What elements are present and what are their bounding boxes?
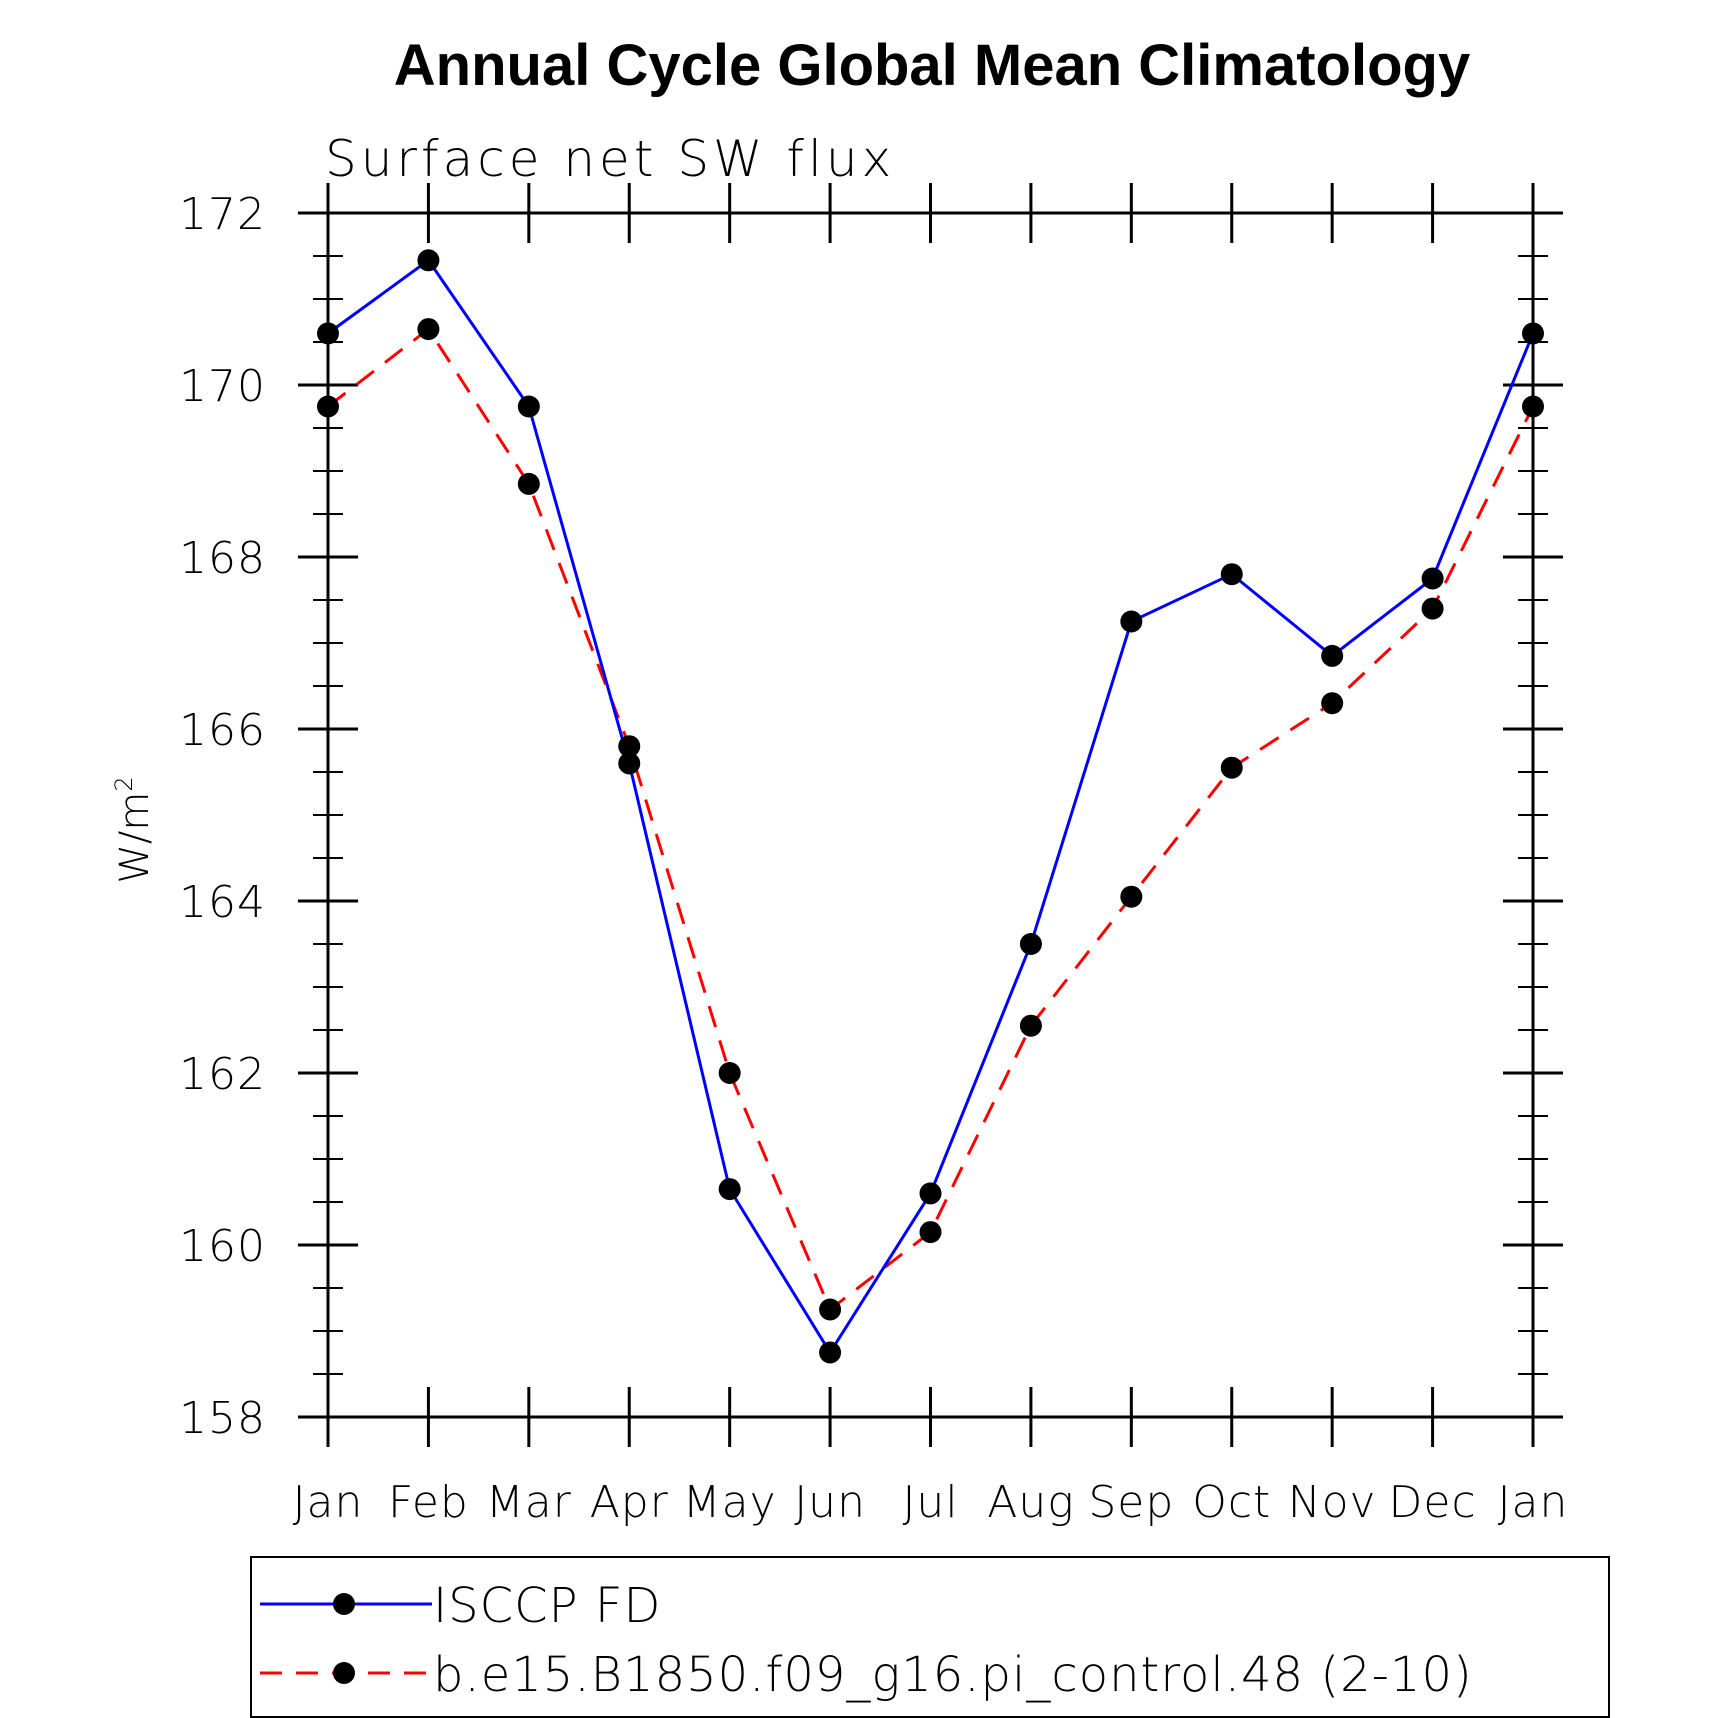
data-point (1120, 885, 1143, 908)
y-tick-label: 170 (179, 361, 266, 412)
x-tick-label: Sep (1088, 1477, 1174, 1528)
data-point (618, 752, 641, 775)
x-tick-label: Jan (1498, 1477, 1569, 1528)
data-point (1120, 610, 1143, 633)
x-tick-label: Nov (1288, 1477, 1377, 1528)
x-tick-label: Jun (794, 1477, 866, 1528)
legend-label-model: b.e15.B1850.f09_g16.pi_control.48 (2-10) (433, 1647, 1473, 1703)
x-tick-label: Oct (1192, 1477, 1271, 1528)
y-tick-label: 168 (179, 533, 266, 584)
data-point (417, 318, 440, 341)
data-point (618, 735, 641, 758)
data-point (718, 1178, 741, 1201)
data-point (1321, 692, 1344, 715)
x-tick-label: May (683, 1477, 777, 1528)
x-tick-label: Mar (486, 1477, 572, 1528)
x-tick-label: Jul (902, 1477, 958, 1528)
data-point (517, 395, 540, 418)
plot-frame (326, 211, 1535, 1419)
data-point (919, 1182, 942, 1205)
y-tick-label: 166 (179, 705, 266, 756)
chart-subtitle: Surface net SW flux (325, 130, 895, 188)
data-point (517, 472, 540, 495)
data-point (1220, 563, 1243, 586)
legend-box (250, 1556, 1610, 1718)
x-tick-label: Dec (1389, 1477, 1477, 1528)
data-point (819, 1298, 842, 1321)
y-tick-label: 162 (179, 1049, 266, 1100)
y-tick-label: 158 (179, 1393, 266, 1444)
data-point (919, 1221, 942, 1244)
x-tick-label: Feb (388, 1477, 469, 1528)
data-point (1421, 567, 1444, 590)
legend-label-isccp: ISCCP FD (433, 1578, 661, 1634)
legend-marker-model (333, 1662, 355, 1684)
data-point (1321, 644, 1344, 667)
y-axis-label-superscript: 2 (110, 776, 138, 791)
y-tick-label: 172 (179, 189, 266, 240)
tick-labels: Jan Feb Mar Apr May Jun Jul Aug Sep Oct Nov Dec Jan 1… (179, 189, 1569, 1528)
data-point (1220, 756, 1243, 779)
legend: ISCCP FD b.e15.B1850.f09_g16.pi_control.… (250, 1556, 1610, 1718)
data-point (819, 1341, 842, 1364)
data-point (1019, 1014, 1042, 1037)
series-line (327, 326, 1535, 1312)
data-point (1421, 597, 1444, 620)
data-point (1019, 933, 1042, 955)
plot-area (317, 249, 1544, 1364)
data-point (718, 1062, 741, 1084)
chart-title: Annual Cycle Global Mean Climatology (394, 33, 1470, 98)
x-tick-label: Apr (590, 1477, 669, 1528)
x-tick-label: Jan (293, 1477, 364, 1528)
y-axis-label: W/m2 (110, 776, 158, 883)
y-tick-label: 164 (179, 877, 266, 928)
data-point (417, 249, 440, 272)
y-tick-label: 160 (179, 1221, 266, 1272)
legend-marker-isccp (333, 1593, 355, 1615)
x-tick-label: Aug (987, 1477, 1074, 1528)
axis-ticks (298, 183, 1563, 1447)
